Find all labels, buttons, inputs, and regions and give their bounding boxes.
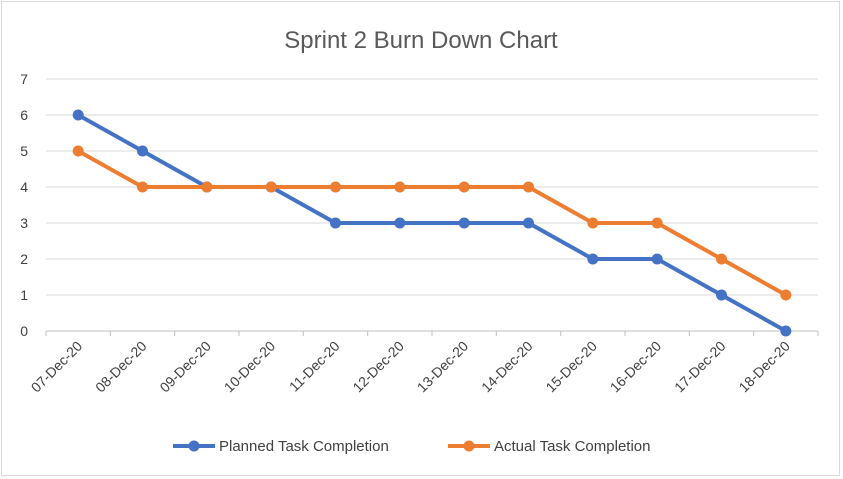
legend-label: Planned Task Completion [219, 438, 389, 455]
data-point [458, 181, 470, 193]
x-tick-label: 18-Dec-20 [735, 338, 793, 396]
chart-title: Sprint 2 Burn Down Chart [284, 27, 558, 54]
series-layer [72, 109, 792, 337]
legend-item: Actual Task Completion [448, 438, 650, 455]
y-tick-label: 0 [20, 323, 28, 339]
data-point [265, 181, 277, 193]
x-tick-label: 16-Dec-20 [607, 338, 665, 396]
data-point [201, 181, 213, 193]
data-point [523, 217, 534, 229]
legend-label: Actual Task Completion [494, 438, 650, 455]
y-tick-label: 5 [20, 143, 28, 159]
data-point [716, 253, 727, 265]
grid [46, 78, 818, 332]
data-point [72, 109, 84, 121]
y-tick-label: 7 [20, 71, 28, 87]
series-line [77, 149, 787, 297]
x-tick-label: 14-Dec-20 [478, 338, 536, 396]
series-actual [72, 145, 792, 301]
y-tick-label: 2 [20, 251, 28, 267]
data-point [330, 217, 341, 229]
x-tick-label: 13-Dec-20 [414, 338, 472, 396]
y-tick-label: 1 [20, 287, 28, 303]
data-point [137, 145, 148, 157]
y-tick-label: 3 [20, 215, 28, 231]
x-tick-label: 08-Dec-20 [92, 338, 150, 396]
legend-swatch-marker [463, 440, 475, 452]
data-point [394, 181, 406, 193]
data-point [780, 325, 792, 337]
legend-swatch-marker [188, 440, 200, 452]
data-point [137, 181, 148, 193]
data-point [587, 253, 599, 265]
data-point [780, 289, 792, 301]
x-tick-label: 17-Dec-20 [671, 338, 729, 396]
legend: Planned Task Completion Actual Task Compl… [173, 438, 650, 455]
x-axis: 07-Dec-20 08-Dec-20 09-Dec-20 10-Dec-20 11-D… [28, 331, 819, 396]
data-point [587, 217, 599, 229]
y-tick-label: 4 [20, 179, 28, 195]
x-tick-label: 07-Dec-20 [28, 338, 86, 396]
x-tick-label: 10-Dec-20 [221, 338, 279, 396]
y-axis: 0 1 2 3 4 5 6 7 [20, 71, 28, 339]
data-point [523, 181, 534, 193]
x-tick-label: 12-Dec-20 [349, 338, 407, 396]
legend-item: Planned Task Completion [173, 438, 389, 455]
data-point [651, 217, 663, 229]
x-tick-label: 11-Dec-20 [286, 338, 343, 395]
data-point [394, 217, 406, 229]
data-point [458, 217, 470, 229]
x-tick-label: 15-Dec-20 [542, 338, 600, 396]
x-tick-label: 09-Dec-20 [156, 338, 214, 396]
y-tick-label: 6 [20, 107, 28, 123]
data-point [716, 289, 727, 301]
data-point [651, 253, 663, 265]
data-point [72, 145, 84, 157]
data-point [330, 181, 341, 193]
series-line [77, 113, 787, 333]
